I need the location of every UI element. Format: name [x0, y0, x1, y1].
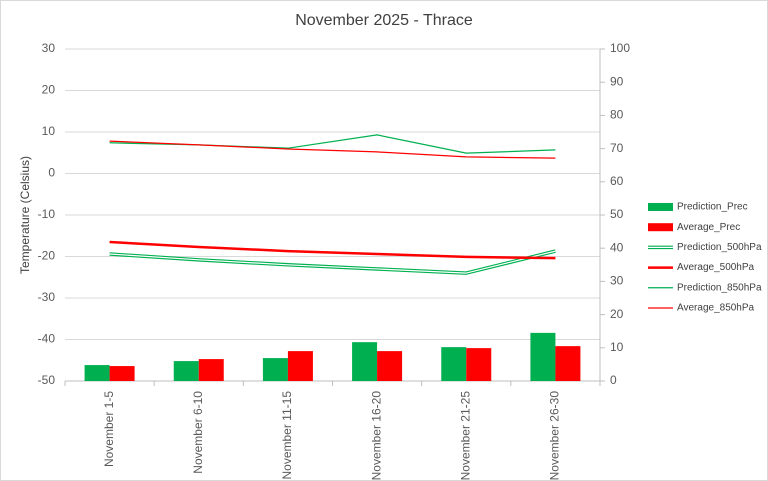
bar	[441, 347, 467, 381]
bar	[287, 351, 313, 381]
x-tick-label: November 16-20	[369, 391, 383, 481]
y2-tick-label: 90	[610, 74, 624, 88]
y-tick-label: 20	[42, 83, 56, 97]
bar	[109, 366, 135, 381]
line-inner	[109, 250, 556, 274]
bar	[262, 358, 288, 381]
y-tick-label: -30	[38, 290, 56, 304]
legend-label: Prediction_850hPa	[677, 282, 762, 293]
legend-label: Average_500hPa	[677, 262, 755, 273]
y2-tick-label: 100	[610, 41, 630, 55]
y2-tick-label: 60	[610, 174, 624, 188]
line	[109, 240, 556, 260]
y-tick-label: -20	[38, 249, 56, 263]
legend-label: Average_Prec	[677, 222, 740, 233]
bar	[352, 342, 378, 381]
bar	[198, 359, 224, 381]
line	[109, 140, 556, 159]
x-tick-label: November 6-10	[191, 391, 205, 474]
x-tick-label: November 21-25	[458, 391, 472, 481]
y-axis-label: Temperature (Celsius)	[18, 156, 32, 274]
y2-tick-label: 0	[610, 373, 617, 387]
bar	[555, 346, 581, 381]
y2-tick-label: 10	[610, 340, 624, 354]
bar	[466, 348, 492, 381]
y-tick-label: 30	[42, 41, 56, 55]
legend-swatch	[648, 223, 673, 232]
y2-tick-label: 50	[610, 207, 624, 221]
x-tick-label: November 26-30	[548, 391, 562, 481]
y2-tick-label: 20	[610, 307, 624, 321]
chart-title: November 2025 - Thrace	[295, 12, 473, 29]
bar	[84, 365, 110, 381]
y-tick-label: -50	[38, 373, 56, 387]
y2-tick-label: 80	[610, 108, 624, 122]
y-tick-label: -40	[38, 332, 56, 346]
bar	[377, 351, 403, 381]
legend-label: Prediction_Prec	[677, 202, 748, 213]
y2-tick-label: 30	[610, 274, 624, 288]
y-tick-label: 10	[42, 124, 56, 138]
legend-label: Average_850hPa	[677, 303, 755, 314]
y2-tick-label: 40	[610, 240, 624, 254]
legend-swatch	[648, 203, 673, 211]
x-tick-label: November 1-5	[102, 391, 116, 467]
y2-tick-label: 70	[610, 141, 624, 155]
y-tick-label: 0	[48, 166, 55, 180]
x-tick-label: November 11-15	[280, 391, 294, 480]
legend-label: Prediction_500hPa	[677, 242, 762, 253]
bar	[530, 332, 556, 381]
bar	[173, 361, 199, 381]
y-tick-label: -10	[38, 207, 56, 221]
